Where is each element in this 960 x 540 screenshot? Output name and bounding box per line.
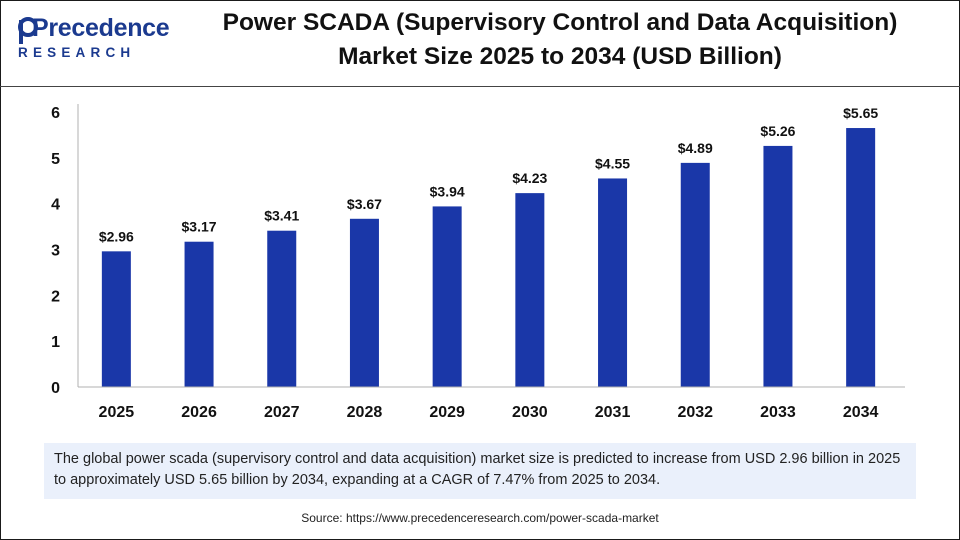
data-label: $4.23: [512, 170, 547, 186]
bar: [349, 218, 379, 387]
data-label: $3.41: [264, 208, 299, 224]
y-tick-label: 3: [51, 243, 60, 260]
data-label: $3.94: [430, 183, 465, 199]
data-label: $3.17: [182, 219, 217, 235]
y-tick-label: 0: [51, 380, 60, 397]
y-tick-label: 6: [51, 105, 60, 122]
bar: [432, 206, 462, 387]
bar: [101, 251, 131, 387]
x-axis: 2025 2026 2027 2028 2029 2030 2031 2032 2033 2034: [78, 386, 905, 421]
x-tick-label: 2033: [760, 404, 796, 421]
chart-title: Power SCADA (Supervisory Control and Dat…: [180, 6, 940, 74]
x-tick-label: 2032: [677, 404, 713, 421]
bar: [184, 241, 214, 387]
x-tick-label: 2026: [181, 404, 217, 421]
bars: $2.96 $3.17 $3.41 $3.67 $3.94 $4.23 $4.55 $4.89…: [99, 105, 878, 387]
y-tick-label: 4: [51, 197, 60, 214]
y-tick-label: 1: [51, 334, 60, 351]
bar: [846, 128, 876, 387]
bar-chart: 0 1 2 3 4 5 6 $2.96 $3.17 $3.41 $3.67 $3.94 $4.23 $4…: [51, 104, 905, 421]
x-tick-label: 2031: [595, 404, 631, 421]
bar: [680, 162, 710, 387]
y-tick-label: 2: [51, 288, 60, 305]
y-tick-label: 5: [51, 151, 60, 168]
bar: [515, 193, 545, 387]
data-label: $4.89: [678, 140, 713, 156]
logo-word: Precedence: [32, 14, 170, 42]
precedence-research-logo: Precedence RESEARCH: [14, 12, 170, 64]
chart-title-line1: Power SCADA (Supervisory Control and Dat…: [222, 9, 898, 36]
data-label: $4.55: [595, 155, 630, 171]
x-tick-label: 2029: [429, 404, 465, 421]
source-text: Source: https://www.precedenceresearch.c…: [301, 511, 659, 525]
data-label: $2.96: [99, 228, 134, 244]
data-label: $3.67: [347, 196, 382, 212]
x-tick-label: 2027: [264, 404, 300, 421]
x-tick-label: 2030: [512, 404, 548, 421]
x-tick-label: 2025: [99, 404, 135, 421]
summary-note: The global power scada (supervisory cont…: [44, 443, 916, 499]
bar: [763, 145, 793, 387]
logo-p-icon: [18, 17, 38, 44]
y-axis: 0 1 2 3 4 5 6: [51, 104, 79, 397]
x-tick-label: 2034: [843, 404, 879, 421]
chart-title-line2: Market Size 2025 to 2034 (USD Billion): [338, 43, 782, 70]
x-tick-label: 2028: [347, 404, 383, 421]
data-label: $5.65: [843, 105, 878, 121]
title-divider: [0, 86, 960, 87]
logo-subtitle: RESEARCH: [18, 45, 136, 60]
data-label: $5.26: [760, 123, 795, 139]
bar: [598, 178, 628, 387]
bar: [267, 230, 297, 387]
